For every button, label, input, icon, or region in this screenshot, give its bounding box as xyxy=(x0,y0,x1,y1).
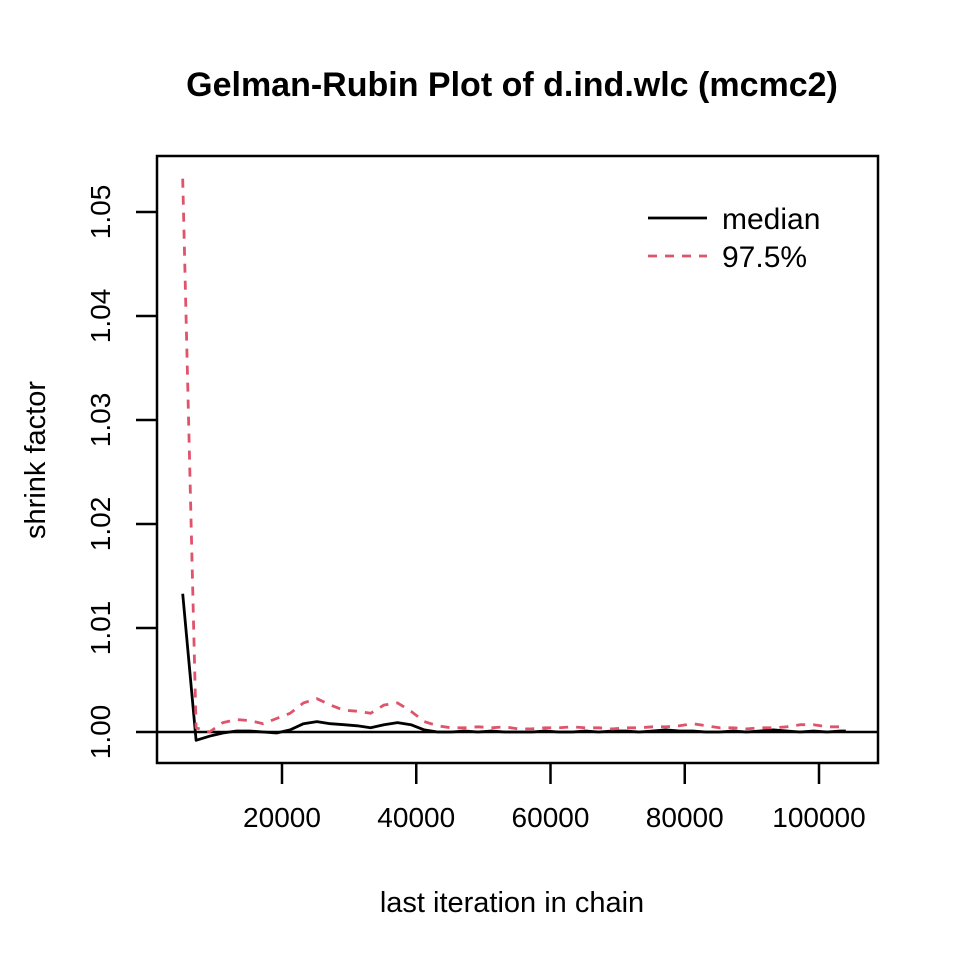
x-tick-label: 80000 xyxy=(646,802,724,833)
x-tick-label: 40000 xyxy=(377,802,455,833)
y-tick-label: 1.03 xyxy=(85,393,116,448)
legend-label: median xyxy=(722,203,820,236)
plot-title: Gelman-Rubin Plot of d.ind.wlc (mcmc2) xyxy=(186,66,838,104)
x-axis-title: last iteration in chain xyxy=(380,887,644,919)
y-tick-label: 1.02 xyxy=(85,497,116,552)
axes: 20000 40000 60000 80000 100000 1.00 1.01 1.02 1.… xyxy=(85,185,866,833)
median-line xyxy=(181,593,846,742)
legend: median 97.5% xyxy=(648,203,820,274)
data-series xyxy=(181,178,846,742)
plot-box xyxy=(155,154,880,765)
x-tick-label: 20000 xyxy=(243,802,321,833)
x-tick-label: 100000 xyxy=(772,802,865,833)
legend-label: 97.5% xyxy=(722,241,807,274)
x-tick-label: 60000 xyxy=(512,802,590,833)
y-axis-title: shrink factor xyxy=(20,381,52,539)
y-tick-label: 1.04 xyxy=(85,289,116,344)
y-tick-label: 1.05 xyxy=(85,185,116,240)
y-tick-label: 1.00 xyxy=(85,705,116,760)
y-tick-label: 1.01 xyxy=(85,601,116,656)
